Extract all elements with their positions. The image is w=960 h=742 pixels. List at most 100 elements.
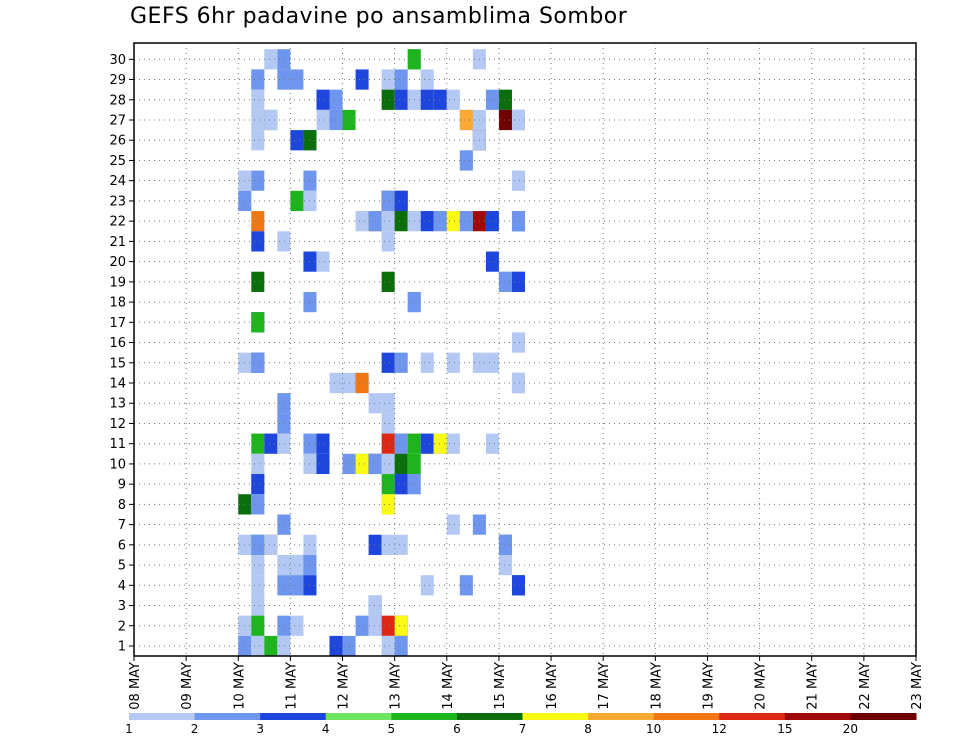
heatmap-cell: [446, 89, 460, 110]
legend-label: 10: [646, 722, 661, 736]
heatmap-cell: [459, 211, 473, 232]
heatmap-cell: [498, 554, 512, 576]
heatmap-cell: [277, 514, 291, 535]
heatmap-cell: [381, 433, 395, 454]
heatmap-cell: [511, 575, 525, 596]
x-tick-label: 23 MAY: [910, 662, 925, 710]
y-tick-label: 7: [118, 518, 126, 533]
heatmap-cell: [394, 352, 408, 373]
y-tick-label: 5: [118, 559, 126, 574]
legend-label: 12: [712, 722, 727, 736]
heatmap-cell: [251, 271, 265, 292]
y-tick-label: 8: [118, 498, 126, 513]
heatmap-cell: [355, 69, 369, 90]
x-tick-label: 19 MAY: [701, 662, 716, 710]
heatmap-cell: [277, 433, 291, 454]
x-tick-label: 17 MAY: [597, 662, 612, 710]
heatmap-cell: [290, 575, 304, 596]
heatmap-cell: [329, 89, 343, 110]
y-tick-label: 4: [118, 579, 126, 594]
heatmap-cell: [459, 575, 473, 596]
heatmap-cell: [277, 635, 291, 657]
heatmap-cell: [485, 352, 499, 373]
heatmap-cell: [251, 453, 265, 475]
grid-lines: [134, 43, 916, 656]
legend-swatch: [456, 713, 523, 720]
heatmap-cell: [511, 109, 525, 131]
legend-label: 3: [256, 722, 264, 736]
y-tick-label: 3: [118, 599, 126, 614]
heatmap-cell: [277, 554, 291, 576]
x-tick-label: 08 MAY: [128, 662, 143, 710]
heatmap-cell: [251, 352, 265, 373]
x-tick-label: 20 MAY: [754, 662, 769, 710]
heatmap-cell: [368, 615, 382, 636]
heatmap-cell: [459, 150, 473, 171]
legend-swatch: [391, 713, 458, 720]
heatmap-cell: [329, 635, 343, 657]
heatmap-cell: [290, 554, 304, 576]
heatmap-cell: [316, 89, 330, 110]
y-tick-label: 18: [109, 296, 126, 311]
heatmap-cell: [251, 89, 265, 110]
heatmap-cell: [381, 534, 395, 555]
legend-swatch: [194, 713, 261, 720]
heatmap-cell: [381, 393, 395, 414]
heatmap-cell: [381, 494, 395, 515]
heatmap-cell: [394, 190, 408, 212]
heatmap-cell: [381, 211, 395, 232]
heatmap-cell: [420, 433, 434, 454]
heatmap-cell: [511, 372, 525, 394]
heatmap-cell: [498, 109, 512, 131]
heatmap-cell: [277, 49, 291, 70]
x-tick-label: 12 MAY: [337, 662, 352, 710]
heatmap-cell: [446, 352, 460, 373]
heatmap-cell: [498, 534, 512, 555]
y-tick-label: 29: [109, 73, 126, 88]
x-tick-label: 21 MAY: [806, 662, 821, 710]
heatmap-cell: [264, 635, 278, 657]
heatmap-cell: [251, 69, 265, 90]
heatmap-cell: [446, 433, 460, 454]
heatmap-cell: [394, 69, 408, 90]
y-tick-label: 9: [118, 478, 126, 493]
heatmap-cell: [394, 89, 408, 110]
heatmap-cell: [316, 251, 330, 272]
heatmap-cell: [251, 615, 265, 636]
heatmap-cell: [381, 190, 395, 212]
y-tick-label: 27: [109, 113, 126, 128]
heatmap-cell: [394, 453, 408, 475]
heatmap-cell: [251, 554, 265, 576]
legend-label: 5: [388, 722, 396, 736]
heatmap-cell: [394, 211, 408, 232]
heatmap-cell: [485, 433, 499, 454]
heatmap-cell: [251, 130, 265, 151]
heatmap-cell: [277, 69, 291, 90]
heatmap-cell: [381, 635, 395, 657]
legend-swatch: [653, 713, 720, 720]
heatmap-cell: [329, 372, 343, 394]
y-tick-label: 16: [109, 336, 126, 351]
heatmap-cell: [355, 211, 369, 232]
heatmap-cell: [264, 433, 278, 454]
heatmap-cell: [394, 534, 408, 555]
y-tick-label: 20: [109, 255, 126, 270]
heatmap-cell: [433, 211, 447, 232]
heatmap-cell: [433, 433, 447, 454]
heatmap-cell: [381, 413, 395, 434]
heatmap-cell: [251, 109, 265, 131]
heatmap-cell: [251, 494, 265, 515]
legend-swatch: [784, 713, 851, 720]
heatmap-cell: [420, 89, 434, 110]
legend-label: 2: [191, 722, 199, 736]
heatmap-cell: [420, 352, 434, 373]
heatmap-cell: [381, 453, 395, 475]
heatmap-cell: [446, 211, 460, 232]
chart-title: GEFS 6hr padavine po ansamblima Sombor: [130, 4, 628, 29]
heatmap-cell: [381, 474, 395, 495]
legend-label: 7: [519, 722, 527, 736]
heatmap-cell: [394, 615, 408, 636]
heatmap-cell: [355, 615, 369, 636]
heatmap-cell: [368, 453, 382, 475]
heatmap-cell: [290, 615, 304, 636]
